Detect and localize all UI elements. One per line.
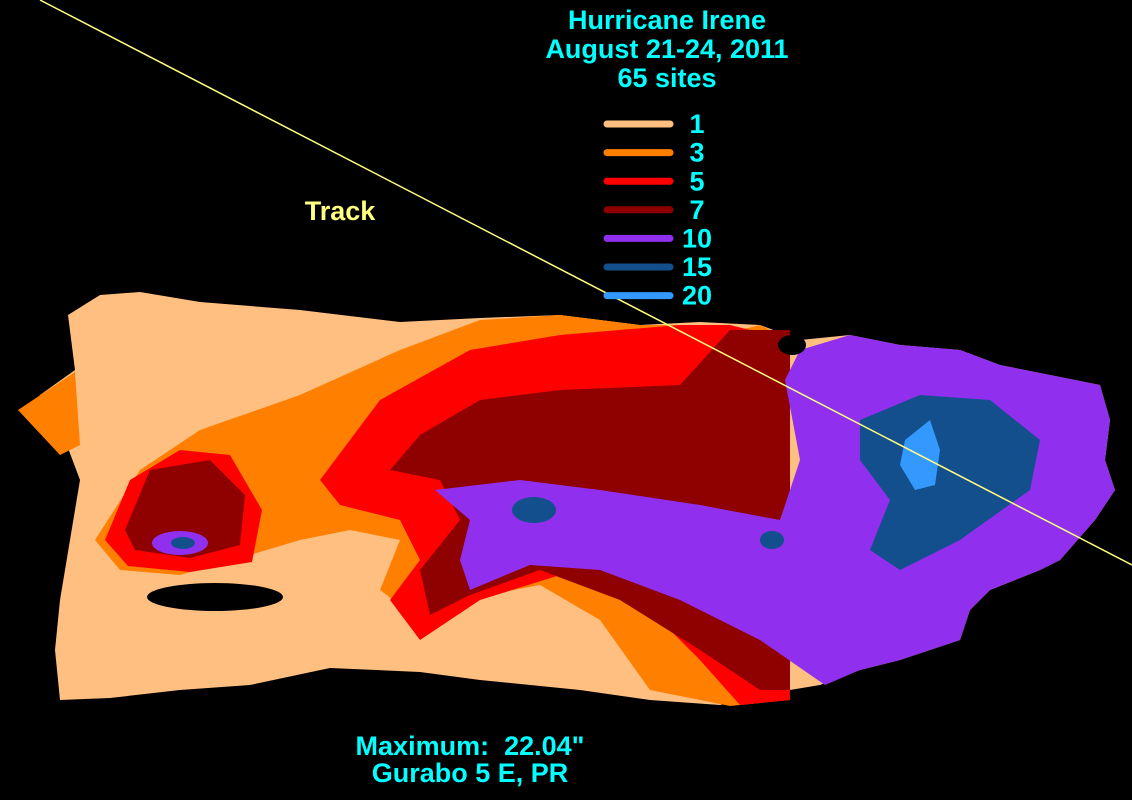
storm-track: [39, 0, 1132, 566]
title-line: 65 sites: [617, 63, 716, 93]
bay: [778, 335, 806, 355]
contour-15: [512, 497, 556, 523]
title-line: August 21-24, 2011: [545, 34, 788, 64]
contour-7: [125, 460, 245, 558]
lake: [147, 583, 283, 611]
legend-label: 20: [682, 281, 712, 311]
legend-label: 15: [682, 252, 712, 282]
contour-15: [760, 531, 784, 549]
contours: [18, 292, 1115, 706]
contour-15: [860, 395, 1040, 570]
track-label: Track: [305, 196, 377, 226]
legend-label: 1: [689, 109, 704, 139]
legend-label: 7: [689, 195, 704, 225]
legend-label: 3: [689, 138, 704, 168]
legend-label: 5: [689, 166, 704, 196]
contour-3: [18, 372, 80, 455]
footer-line: Maximum: 22.04": [356, 731, 585, 761]
title-line: Hurricane Irene: [568, 5, 766, 35]
legend-label: 10: [682, 224, 712, 254]
footer-line: Gurabo 5 E, PR: [372, 758, 569, 788]
contour-15: [171, 537, 195, 549]
